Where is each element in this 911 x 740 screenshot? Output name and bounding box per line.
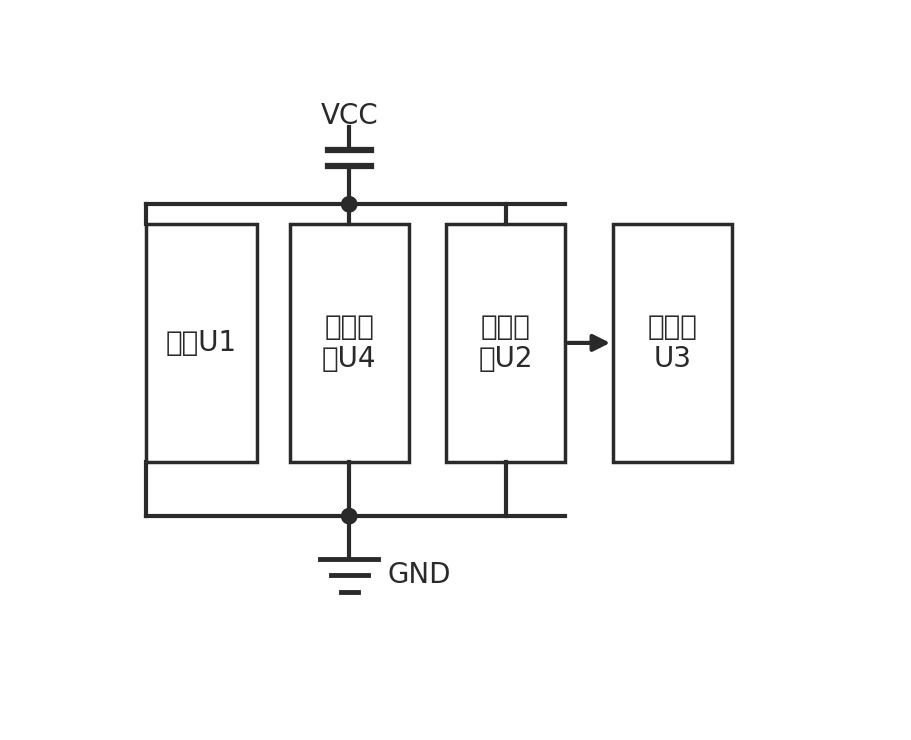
Bar <box>289 223 408 462</box>
Text: 湿化器
U3: 湿化器 U3 <box>647 313 697 373</box>
Circle shape <box>341 508 356 524</box>
Text: 储能元
件U4: 储能元 件U4 <box>322 313 376 373</box>
Circle shape <box>341 197 356 212</box>
Text: 电机U1: 电机U1 <box>166 329 237 357</box>
Bar <box>445 223 565 462</box>
Text: VCC: VCC <box>320 101 378 130</box>
Bar <box>612 223 732 462</box>
Text: 加热单
元U2: 加热单 元U2 <box>477 313 532 373</box>
Text: GND: GND <box>387 562 451 590</box>
Bar <box>146 223 257 462</box>
